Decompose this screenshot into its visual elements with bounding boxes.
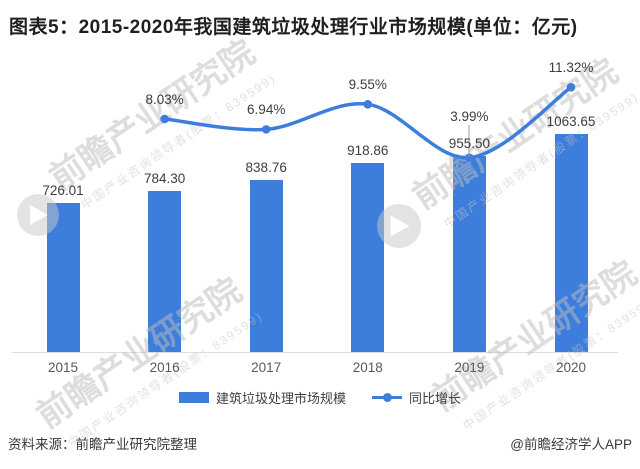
x-axis-label-2016: 2016: [149, 360, 180, 375]
bar-2016: [148, 190, 182, 352]
chart-title: 图表5：2015-2020年我国建筑垃圾处理行业市场规模(单位：亿元): [9, 17, 578, 38]
bar-value-label-2020: 1063.65: [546, 113, 596, 129]
legend-label-market-size: 建筑垃圾处理市场规模: [215, 390, 346, 406]
bar-2019: [452, 155, 486, 352]
legend-item-market-size: 建筑垃圾处理市场规模: [178, 388, 346, 407]
growth-value-label-2017: 6.94%: [247, 102, 286, 118]
growth-point-2017: [261, 125, 271, 134]
bar-value-label-2018: 918.86: [347, 143, 389, 159]
x-axis-label-2020: 2020: [555, 360, 587, 375]
chart-legend: 建筑垃圾处理市场规模 同比增长: [0, 388, 640, 406]
growth-point-2016: [160, 114, 169, 124]
growth-value-label-2018: 9.55%: [348, 77, 387, 93]
line-series-swatch: [372, 392, 402, 402]
growth-point-2018: [363, 100, 373, 109]
line-series-dot: [382, 392, 392, 402]
x-axis-label-2018: 2018: [352, 360, 383, 375]
growth-value-label-2020: 11.32%: [548, 60, 594, 76]
bar-value-label-2019: 955.50: [448, 135, 491, 151]
x-axis-label-2019: 2019: [454, 360, 485, 375]
bar-2017: [249, 179, 283, 352]
bar-value-label-2017: 838.76: [245, 159, 287, 175]
credit-watermark: @前瞻经济学人APP: [510, 437, 632, 452]
growth-value-label-2019: 3.99%: [450, 108, 489, 124]
x-axis-label-2015: 2015: [47, 360, 79, 375]
legend-label-growth: 同比增长: [409, 390, 462, 406]
bar-2015: [46, 202, 80, 352]
bar-2020: [554, 133, 588, 352]
x-axis-label-2017: 2017: [251, 360, 282, 375]
growth-point-2020: [566, 83, 576, 92]
growth-value-label-2016: 8.03%: [145, 91, 184, 107]
bar-2018: [351, 163, 385, 352]
x-axis-line: [12, 352, 618, 353]
bar-value-label-2015: 726.01: [42, 182, 84, 198]
source-note: 资料来源：前瞻产业研究院整理: [8, 437, 197, 452]
bar-series-swatch: [178, 391, 209, 403]
bar-value-label-2016: 784.30: [143, 170, 186, 186]
legend-item-growth: 同比增长: [372, 388, 461, 407]
